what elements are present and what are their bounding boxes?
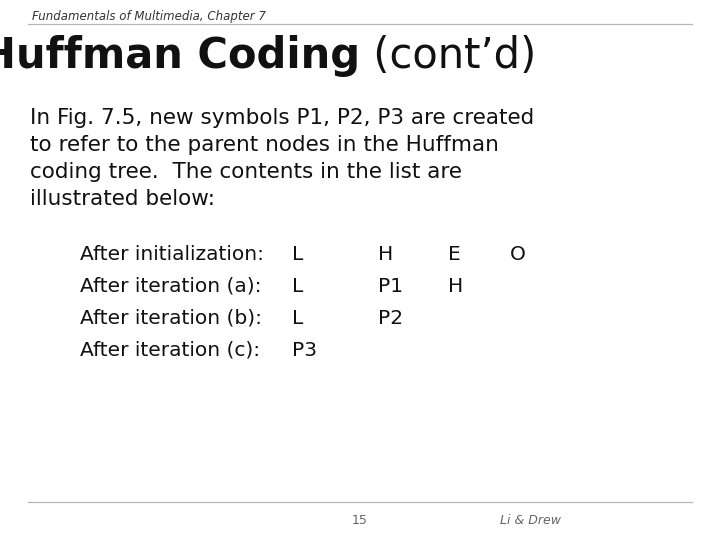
Text: H: H (378, 245, 393, 264)
Text: H: H (448, 277, 463, 296)
Text: L: L (292, 309, 303, 328)
Text: In Fig. 7.5, new symbols P1, P2, P3 are created: In Fig. 7.5, new symbols P1, P2, P3 are … (30, 108, 534, 128)
Text: illustrated below:: illustrated below: (30, 189, 215, 209)
Text: After iteration (a):: After iteration (a): (80, 277, 261, 296)
Text: Li & Drew: Li & Drew (500, 514, 561, 527)
Text: P2: P2 (378, 309, 403, 328)
Text: E: E (448, 245, 461, 264)
Text: L: L (292, 277, 303, 296)
Text: (cont’d): (cont’d) (360, 35, 536, 77)
Text: P1: P1 (378, 277, 403, 296)
Text: to refer to the parent nodes in the Huffman: to refer to the parent nodes in the Huff… (30, 135, 499, 155)
Text: Fundamentals of Multimedia, Chapter 7: Fundamentals of Multimedia, Chapter 7 (32, 10, 266, 23)
Text: L: L (292, 245, 303, 264)
Text: O: O (510, 245, 526, 264)
Text: Huffman Coding: Huffman Coding (0, 35, 360, 77)
Text: After iteration (b):: After iteration (b): (80, 309, 262, 328)
Text: After initialization:: After initialization: (80, 245, 264, 264)
Text: coding tree.  The contents in the list are: coding tree. The contents in the list ar… (30, 162, 462, 182)
Text: After iteration (c):: After iteration (c): (80, 341, 260, 360)
Text: P3: P3 (292, 341, 317, 360)
Text: 15: 15 (352, 514, 368, 527)
